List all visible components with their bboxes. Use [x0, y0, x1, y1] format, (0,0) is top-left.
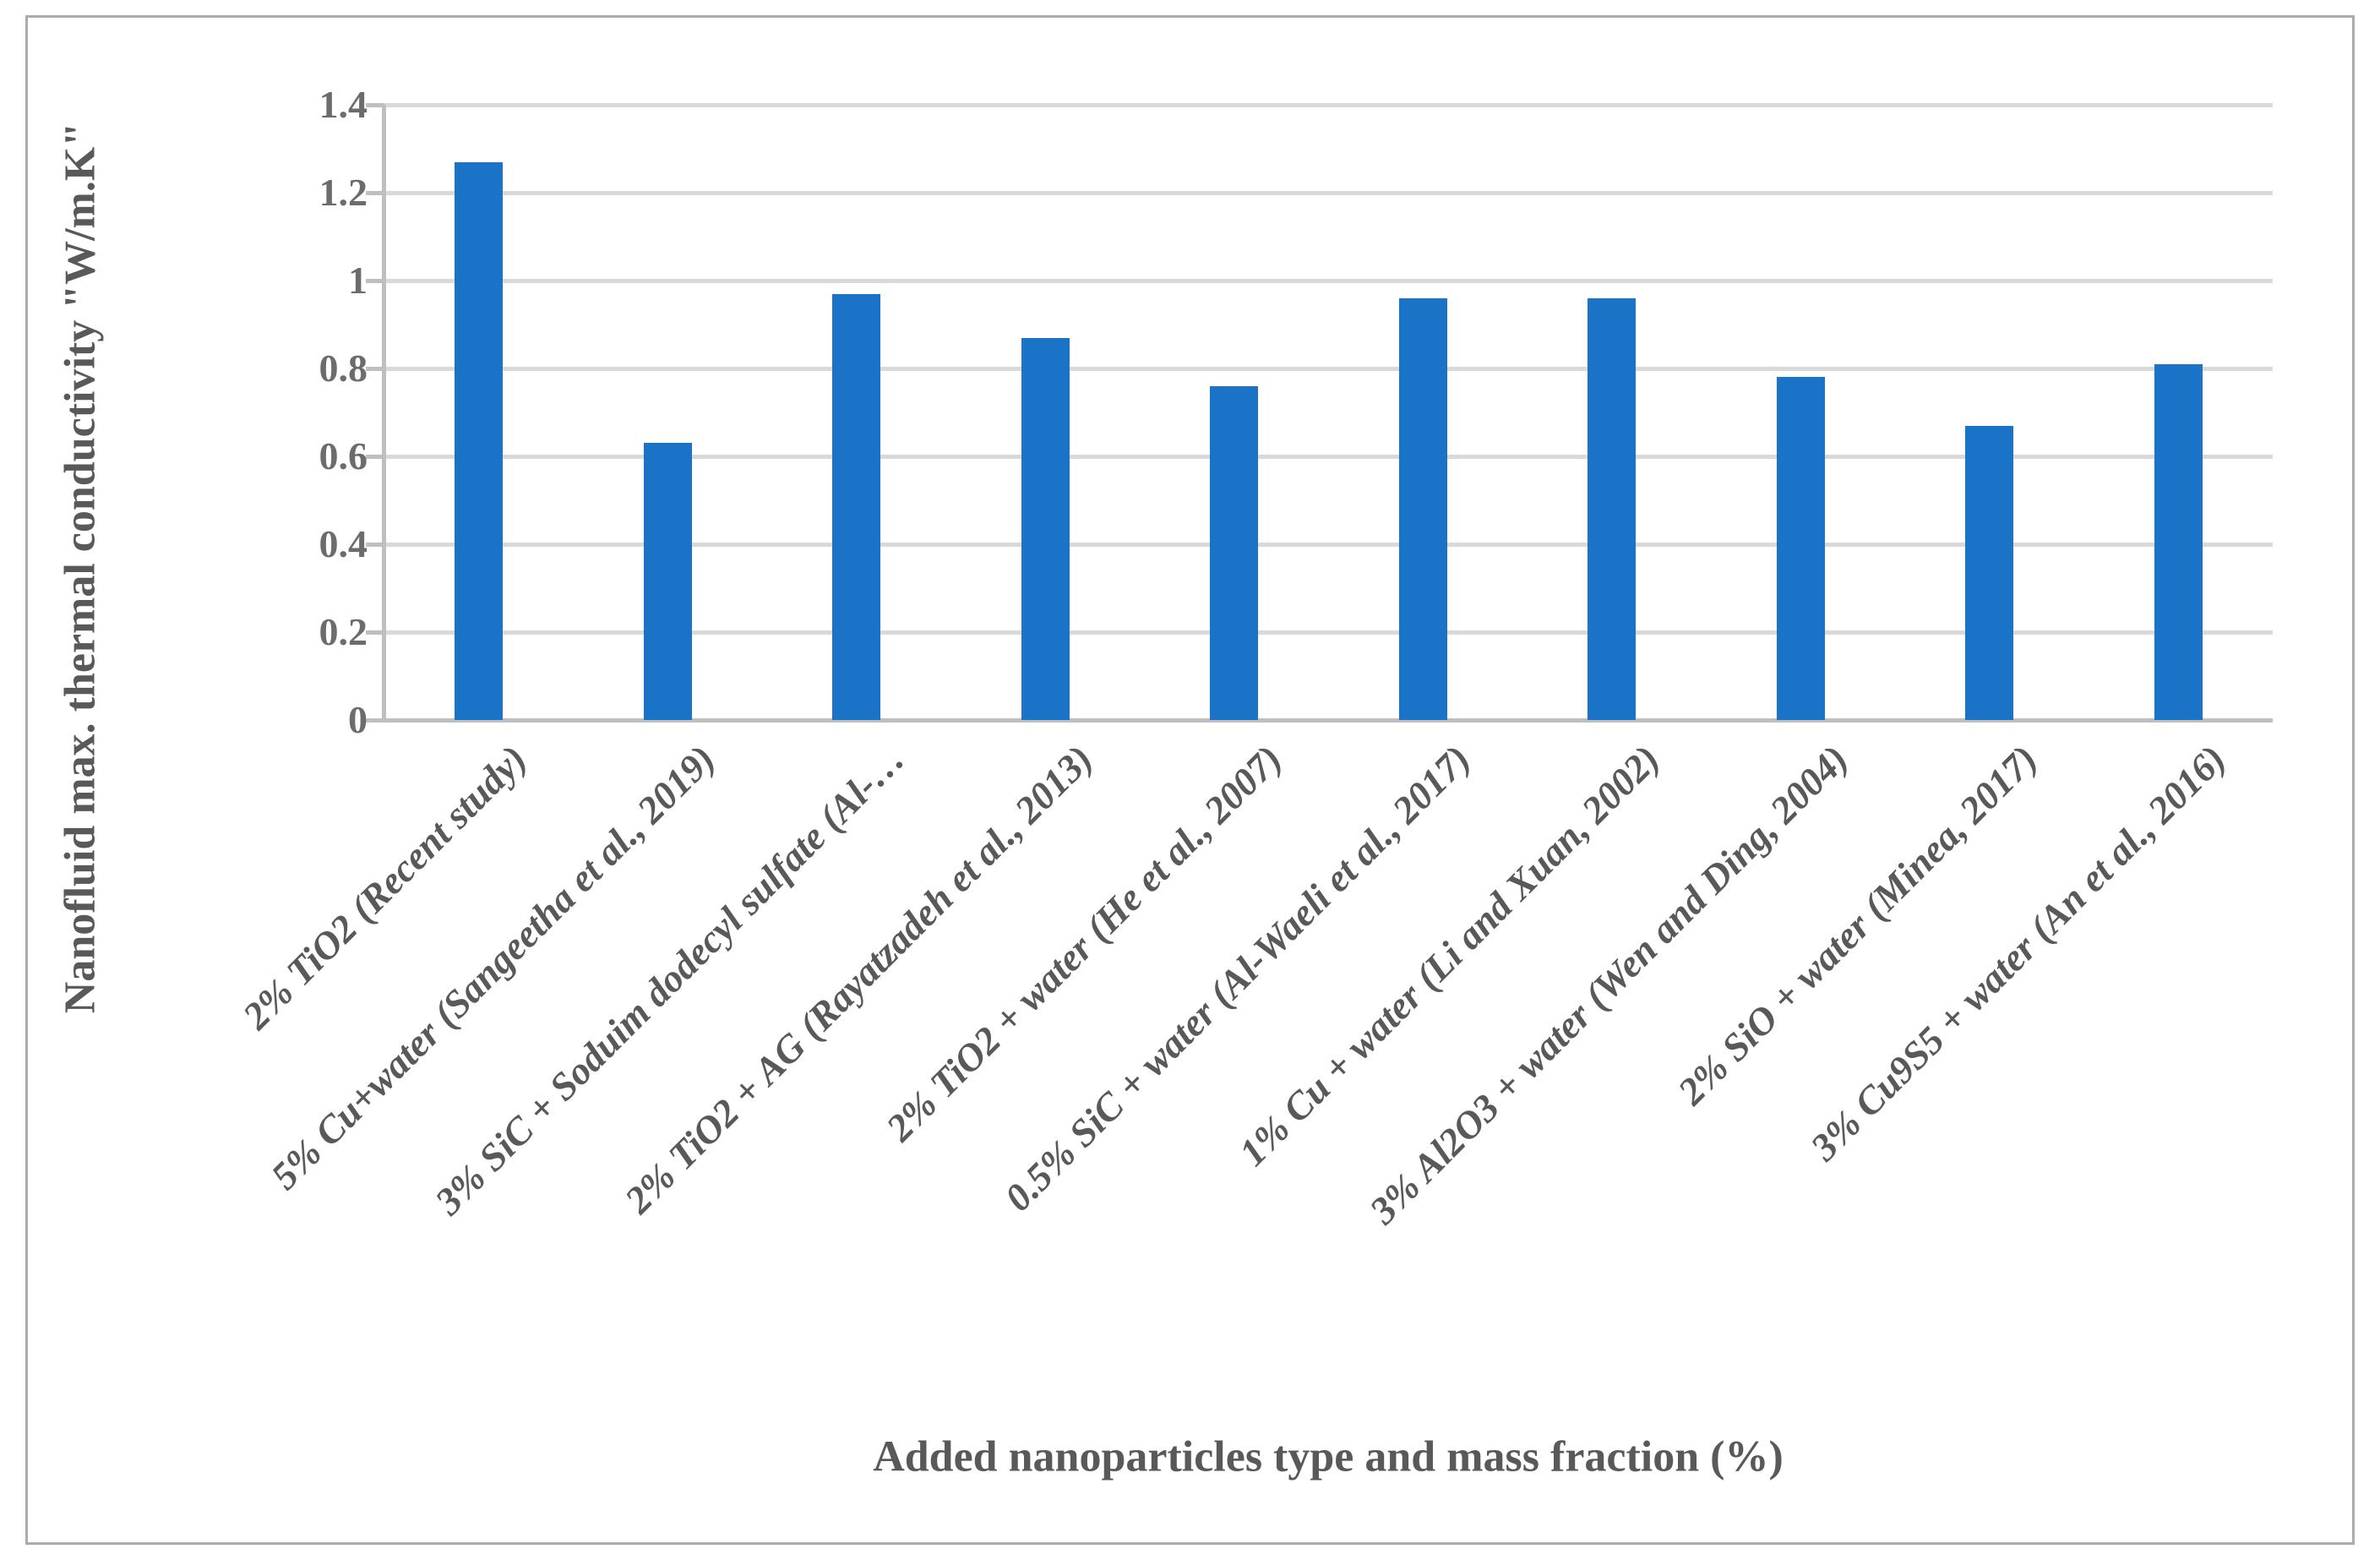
- x-axis-line: [384, 717, 2273, 723]
- y-tick-label: 0.8: [319, 346, 368, 390]
- y-tick: [366, 542, 384, 547]
- y-axis-title: Nanofluid max. thermal conductivity "W/m…: [56, 122, 105, 1014]
- y-tick: [366, 278, 384, 283]
- y-tick-label: 1: [348, 259, 368, 302]
- bar-10: [2154, 363, 2203, 720]
- y-tick-label: 1.2: [319, 171, 368, 214]
- bar-5: [1210, 385, 1259, 720]
- gridline: [384, 630, 2273, 635]
- y-tick: [366, 366, 384, 371]
- y-tick-label: 0: [348, 698, 368, 741]
- y-tick: [366, 102, 384, 107]
- y-tick: [366, 630, 384, 635]
- y-tick: [366, 454, 384, 459]
- gridline: [384, 454, 2273, 459]
- y-tick: [366, 190, 384, 195]
- bar-9: [1965, 425, 2014, 720]
- gridline: [384, 190, 2273, 195]
- bar-8: [1776, 377, 1825, 720]
- y-tick: [366, 717, 384, 723]
- bar-7: [1588, 297, 1637, 720]
- figure-border: [25, 15, 2355, 1545]
- y-tick-label: 0.4: [319, 522, 368, 565]
- gridline: [384, 102, 2273, 107]
- bar-4: [1021, 337, 1070, 720]
- bar-2: [643, 443, 692, 720]
- gridline: [384, 542, 2273, 547]
- gridline: [384, 366, 2273, 371]
- bar-3: [832, 293, 881, 720]
- y-tick-label: 1.4: [319, 83, 368, 126]
- x-axis-title: Added nanoparticles type and mass fracti…: [873, 1432, 1784, 1481]
- bar-1: [455, 161, 504, 720]
- gridline: [384, 278, 2273, 283]
- y-axis-line: [382, 105, 386, 723]
- bar-6: [1398, 297, 1447, 720]
- y-tick-label: 0.6: [319, 434, 368, 477]
- y-tick-label: 0.2: [319, 610, 368, 653]
